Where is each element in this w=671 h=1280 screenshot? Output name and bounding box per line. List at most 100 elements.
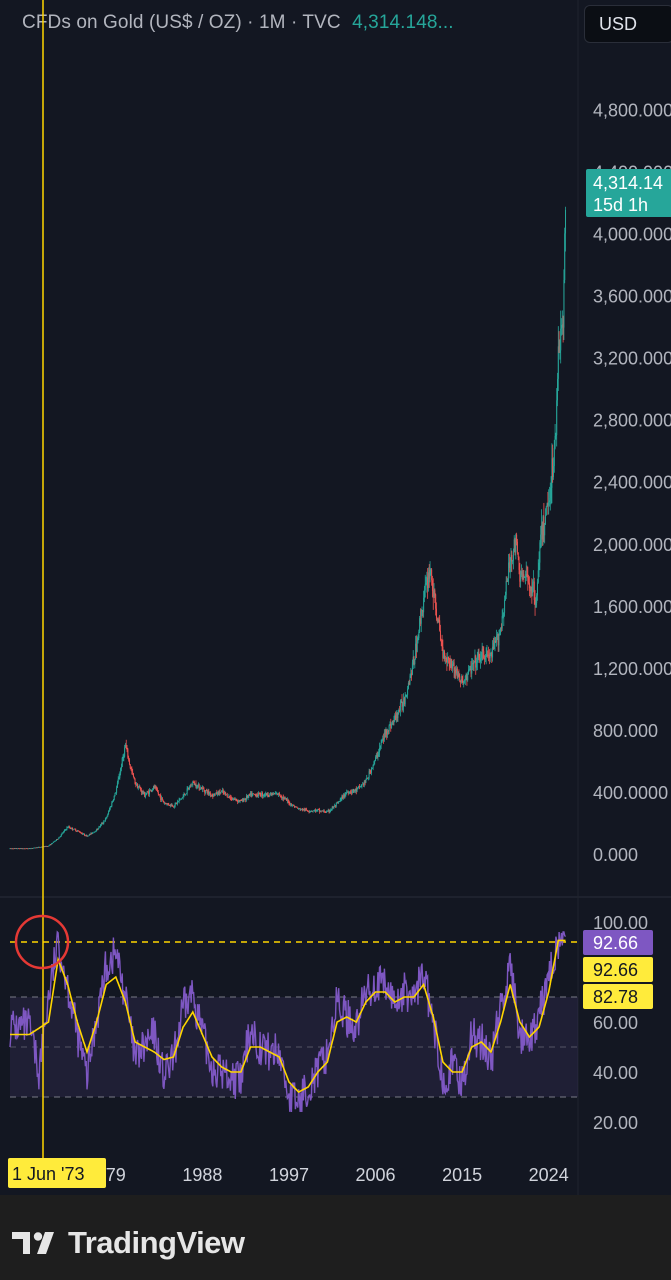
candle	[348, 791, 350, 794]
candle	[532, 570, 534, 592]
chart-svg: 4,800.0004,400.0004,000.0003,600.0003,20…	[0, 0, 671, 1195]
candle	[329, 809, 331, 814]
candle	[350, 789, 352, 795]
candle	[316, 809, 318, 812]
candle	[538, 551, 540, 578]
candle	[73, 828, 75, 830]
candle	[383, 733, 385, 744]
candle	[148, 788, 150, 797]
candle	[556, 388, 558, 447]
candle	[424, 574, 426, 598]
candle	[267, 792, 269, 797]
candle	[65, 829, 67, 831]
candle	[472, 659, 474, 671]
candle	[246, 794, 248, 799]
currency-button[interactable]: USD	[584, 5, 671, 43]
candle	[131, 766, 133, 775]
candle	[152, 787, 154, 792]
candle	[496, 629, 498, 647]
candle	[453, 659, 455, 678]
candle	[75, 828, 77, 832]
candle	[51, 843, 53, 845]
candle	[557, 326, 559, 391]
candle	[199, 787, 201, 790]
candle	[237, 799, 239, 804]
candle	[138, 784, 140, 788]
candle	[147, 791, 149, 793]
candle	[100, 823, 102, 828]
candle	[425, 576, 427, 586]
candle	[368, 768, 370, 780]
candle	[481, 642, 483, 661]
candle	[434, 588, 436, 603]
candle	[35, 847, 37, 849]
candle	[14, 848, 16, 850]
candle	[253, 793, 255, 795]
chart-area[interactable]: CFDs on Gold (US$ / OZ) · 1M · TVC 4,314…	[0, 0, 671, 1195]
candle	[467, 671, 469, 682]
candle	[381, 738, 383, 744]
candle	[423, 590, 425, 618]
candle	[486, 644, 488, 657]
candle	[339, 797, 341, 803]
candle	[364, 779, 366, 786]
candle	[311, 810, 313, 812]
candle	[169, 804, 171, 808]
candle	[353, 788, 355, 793]
candle	[63, 830, 65, 834]
svg-text:92.66: 92.66	[593, 933, 638, 953]
candle	[69, 826, 71, 829]
candle	[17, 848, 19, 850]
candle	[331, 805, 333, 811]
candle	[304, 808, 306, 812]
tradingview-logo[interactable]: TradingView	[12, 1225, 245, 1261]
candle	[217, 790, 219, 796]
candle	[493, 636, 495, 650]
candle	[185, 793, 187, 795]
candle	[47, 845, 49, 847]
candle	[505, 576, 507, 600]
candle	[477, 649, 479, 663]
candle	[210, 794, 212, 797]
price-axis: 4,800.0004,400.0004,000.0003,600.0003,20…	[593, 100, 671, 865]
candle	[50, 843, 52, 846]
candle	[90, 832, 92, 835]
candle	[302, 808, 304, 811]
candle	[187, 786, 189, 791]
candle	[322, 809, 324, 813]
candle	[460, 674, 462, 684]
candle	[144, 792, 146, 799]
candle	[439, 614, 441, 632]
candle	[100, 822, 102, 827]
candle	[219, 788, 221, 796]
candle	[229, 794, 231, 801]
candle	[565, 206, 567, 252]
candle	[483, 646, 485, 659]
candle	[189, 785, 191, 791]
candle	[378, 748, 380, 757]
candle	[455, 666, 457, 679]
candle	[419, 615, 421, 634]
candle	[104, 817, 106, 822]
candle	[120, 767, 122, 776]
candle	[314, 809, 316, 812]
candle	[84, 835, 86, 837]
candle	[81, 832, 83, 835]
candle	[334, 804, 336, 808]
candle	[205, 789, 207, 795]
candle	[20, 848, 22, 850]
candle	[533, 577, 535, 605]
candle	[46, 845, 48, 847]
candle	[395, 710, 397, 723]
candle	[282, 796, 284, 801]
candle	[406, 694, 408, 698]
tradingview-wordmark: TradingView	[68, 1225, 245, 1260]
candle	[544, 522, 546, 544]
candle	[176, 802, 178, 805]
candle	[67, 826, 69, 829]
candle	[359, 785, 361, 788]
candle	[78, 830, 80, 832]
candle	[466, 673, 468, 686]
candle	[215, 792, 217, 794]
candle	[190, 782, 192, 788]
